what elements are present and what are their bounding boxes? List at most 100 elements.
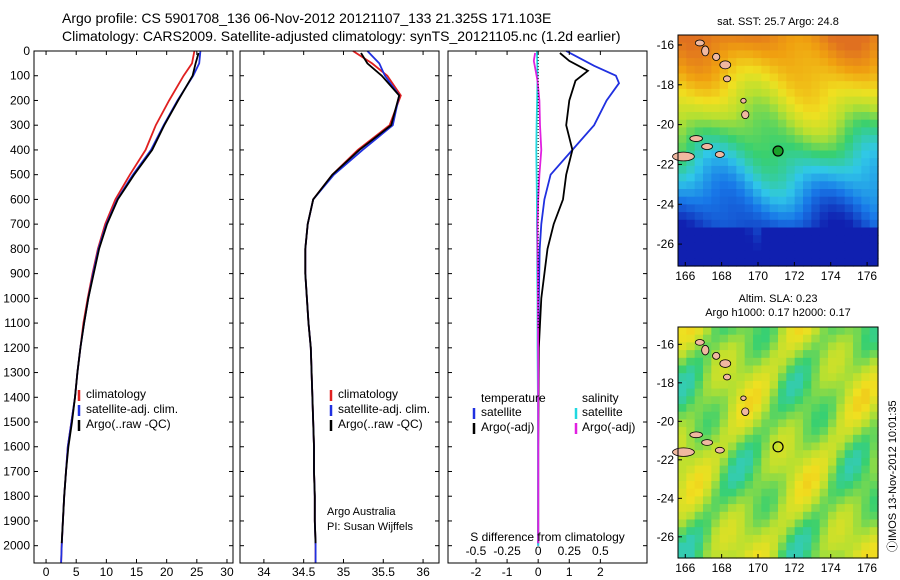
- map-cell: [711, 534, 721, 544]
- map-cell: [778, 473, 787, 482]
- map-cell: [819, 342, 829, 351]
- map-cell: [778, 542, 787, 551]
- map-cell: [861, 42, 871, 51]
- map-cell: [786, 334, 796, 343]
- map-cell: [836, 150, 846, 159]
- map-cell: [694, 219, 704, 229]
- map-cell: [728, 127, 737, 136]
- map-cell: [769, 450, 779, 459]
- map-cell: [869, 189, 879, 198]
- map-cell: [753, 119, 762, 128]
- map-cell: [836, 542, 846, 551]
- x-tick-label: 1: [566, 565, 573, 579]
- map-cell: [728, 504, 737, 513]
- map-cell: [794, 242, 804, 252]
- map-cell: [803, 73, 812, 82]
- map-cell: [819, 50, 829, 59]
- map-cell: [686, 427, 696, 436]
- figure-subtitle: Climatology: CARS2009. Satellite-adjuste…: [62, 28, 621, 44]
- map-cell: [828, 173, 837, 182]
- map-cell: [786, 88, 796, 98]
- map-cell: [786, 473, 796, 482]
- map-cell: [753, 450, 762, 459]
- map-cell: [686, 196, 696, 205]
- map-cell: [828, 365, 837, 374]
- map-cell: [844, 88, 854, 98]
- map-cell: [686, 550, 696, 559]
- map-cell: [703, 250, 712, 259]
- map-cell: [769, 219, 779, 229]
- map-cell: [836, 88, 846, 98]
- lat-tick-label: -18: [657, 78, 675, 92]
- map-cell: [678, 242, 687, 252]
- map-cell: [828, 357, 837, 367]
- map-cell: [736, 427, 746, 436]
- map-cell: [769, 88, 779, 98]
- map-cell: [736, 388, 746, 397]
- map-cell: [703, 457, 712, 467]
- map-cell: [728, 165, 737, 175]
- map-cell: [778, 511, 787, 521]
- map-cell: [678, 519, 687, 528]
- map-cell: [861, 173, 871, 182]
- map-cell: [794, 357, 804, 367]
- map-cell: [794, 173, 804, 182]
- map-cell: [786, 212, 796, 221]
- map-cell: [853, 158, 862, 167]
- lon-tick-label: 172: [784, 561, 804, 575]
- map-cell: [861, 165, 871, 175]
- island-shape: [672, 447, 695, 457]
- map-cell: [711, 357, 721, 367]
- map-cell: [761, 235, 771, 244]
- map-cell: [819, 104, 829, 113]
- map-cell: [728, 119, 737, 128]
- map-cell: [686, 481, 696, 490]
- map-cell: [703, 442, 712, 451]
- map-cell: [769, 388, 779, 397]
- map-cell: [786, 496, 796, 505]
- map-cell: [853, 50, 862, 59]
- map-cell: [753, 258, 762, 267]
- map-cell: [769, 189, 779, 198]
- map-cell: [828, 404, 837, 413]
- map-cell: [719, 465, 729, 474]
- map-cell: [678, 96, 687, 105]
- map-cell: [828, 388, 837, 397]
- map-cell: [794, 258, 804, 267]
- map-cell: [728, 104, 737, 113]
- map-cell: [869, 65, 879, 75]
- map-cell: [844, 196, 854, 205]
- map-cell: [786, 73, 796, 82]
- map-cell: [769, 181, 779, 190]
- map-cell: [703, 504, 712, 513]
- map-cell: [686, 396, 696, 405]
- map-cell: [711, 373, 721, 382]
- map-cell: [861, 357, 871, 367]
- map-cell: [736, 42, 746, 51]
- map-cell: [836, 388, 846, 397]
- map-cell: [686, 104, 696, 113]
- map-cell: [678, 158, 687, 167]
- map-cell: [678, 488, 687, 497]
- map-cell: [744, 35, 754, 44]
- map-cell: [778, 242, 787, 252]
- map-cell: [819, 496, 829, 505]
- map-cell: [753, 411, 762, 420]
- map-cell: [861, 411, 871, 420]
- island-shape: [689, 135, 703, 142]
- map-cell: [861, 404, 871, 413]
- y-tick-label: 600: [10, 192, 30, 206]
- map-cell: [686, 227, 696, 236]
- map-cell: [711, 242, 721, 252]
- x-tick-label: -2: [471, 565, 482, 579]
- map-cell: [844, 365, 854, 374]
- map-cell: [736, 380, 746, 390]
- map-cell: [794, 112, 804, 121]
- map-cell: [769, 504, 779, 513]
- map-cell: [761, 219, 771, 229]
- map-cell: [719, 527, 729, 536]
- lon-tick-label: 172: [784, 269, 804, 283]
- map-cell: [686, 81, 696, 90]
- map-cell: [753, 250, 762, 259]
- map-cell: [686, 35, 696, 44]
